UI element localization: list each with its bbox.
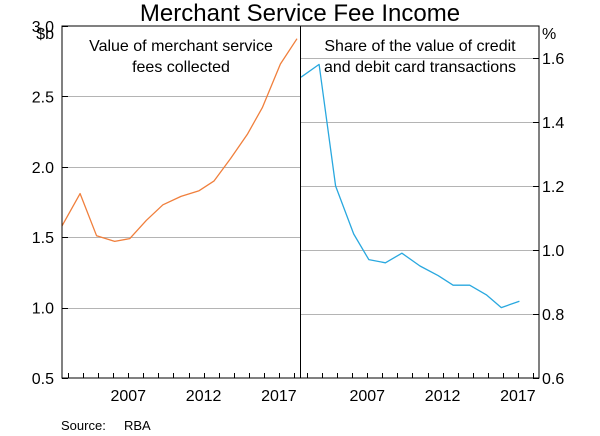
panel-title-line: fees collected [132,59,230,76]
series-line [300,63,520,309]
y-tick-label: 0.6 [542,371,564,388]
axis-unit-label: $b [36,26,54,43]
panel-title-line: Value of merchant service [89,38,273,55]
panel-title-line: Share of the value of credit [324,38,516,55]
y-tick-label: 1.6 [542,51,564,68]
chart-title: Merchant Service Fee Income [140,0,460,27]
x-tick-label: 2017 [261,388,297,405]
y-tick-label: 1.0 [542,243,564,260]
x-tick-label: 2012 [186,388,222,405]
y-tick-label: 2.5 [32,89,54,106]
axis-unit-label: % [542,26,556,43]
x-tick-label: 2017 [500,388,536,405]
source-label: Source: [61,418,106,433]
x-tick-label: 2012 [425,388,461,405]
x-tick-label: 2007 [349,388,385,405]
panel-title-line: and debit card transactions [324,59,516,76]
series-layer [61,38,520,309]
y-tick-label: 2.0 [32,160,54,177]
tick-layer [62,26,539,379]
y-tick-label: 1.4 [542,115,564,132]
y-tick-label: 0.5 [32,371,54,388]
y-tick-label: 1.0 [32,301,54,318]
y-tick-label: 1.5 [32,230,54,247]
y-tick-label: 3.0 [32,19,54,36]
series-line [61,38,298,243]
y-tick-label: 0.8 [542,307,564,324]
y-tick-label: 1.2 [542,179,564,196]
x-tick-label: 2007 [110,388,146,405]
source-value: RBA [124,418,151,433]
label-layer: 0.5 1.0 1.5 2.0 2.5 3.0 2007 2012 2017 $b Value of… [32,19,565,405]
